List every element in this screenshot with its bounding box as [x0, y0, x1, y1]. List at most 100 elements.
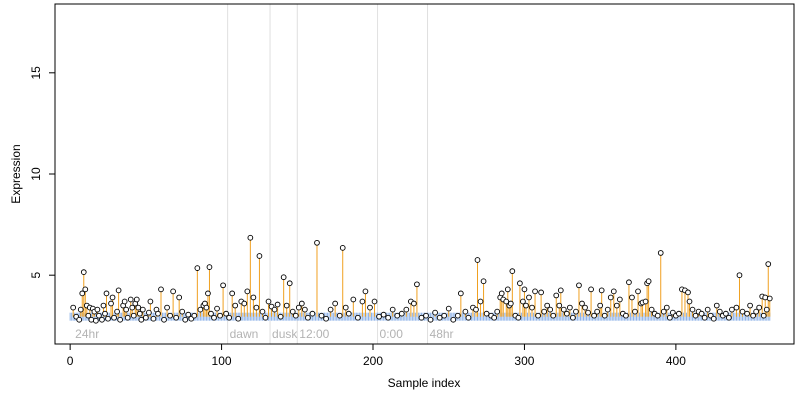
data-point [573, 308, 579, 315]
data-point [164, 304, 170, 311]
annotations-layer: 24hr dawn dusk 12:00 0:00 48hr [75, 327, 453, 341]
data-point [445, 305, 452, 312]
data-point [535, 312, 541, 319]
data-point [274, 301, 281, 308]
data-point [626, 279, 632, 286]
data-point [359, 298, 366, 305]
data-point [100, 302, 107, 309]
data-point [760, 312, 767, 319]
data-point [750, 312, 756, 319]
data-point [205, 290, 211, 297]
data-point [309, 310, 316, 317]
data-point [138, 316, 145, 323]
data-point [753, 308, 759, 315]
data-point [483, 310, 490, 317]
data-point [547, 306, 554, 313]
data-point [607, 294, 614, 301]
data-point [295, 304, 302, 311]
data-point [206, 264, 213, 270]
data-point [526, 294, 532, 301]
data-point [629, 294, 635, 301]
data-point [327, 306, 334, 313]
annotation-label: 48hr [430, 327, 454, 341]
data-point [292, 312, 299, 319]
data-point [94, 306, 101, 313]
data-point [576, 282, 582, 289]
data-point [657, 250, 664, 256]
data-point [491, 314, 498, 321]
data-point [80, 269, 87, 276]
data-point [398, 310, 405, 317]
data-point [498, 290, 505, 297]
data-point [250, 294, 257, 301]
data-point [176, 294, 183, 301]
annotation-label: 0:00 [380, 327, 404, 341]
data-point [332, 300, 339, 307]
data-point [302, 306, 308, 313]
data-point [666, 314, 673, 321]
x-axis-title: Sample index [388, 376, 461, 390]
data-point [685, 289, 691, 296]
y-tick-label: 15 [29, 66, 43, 80]
data-point [462, 308, 469, 315]
data-point [676, 310, 682, 317]
data-point [235, 315, 242, 322]
data-point [127, 296, 134, 303]
data-point [541, 308, 547, 315]
data-point [355, 314, 361, 321]
data-point [632, 308, 638, 315]
data-point [515, 314, 522, 321]
data-point [305, 314, 311, 321]
data-point [161, 316, 167, 323]
data-point [155, 310, 161, 317]
x-tick-label: 100 [212, 354, 232, 368]
data-point [582, 304, 588, 311]
data-point [557, 287, 564, 294]
data-point [130, 312, 137, 319]
data-point [88, 316, 95, 323]
data-point [103, 290, 110, 297]
data-point [185, 311, 192, 318]
data-point [76, 316, 83, 323]
data-point [692, 312, 699, 319]
data-point [350, 296, 357, 303]
data-point [371, 298, 378, 305]
data-point [739, 308, 746, 315]
data-point [367, 304, 373, 311]
data-point [114, 308, 120, 315]
data-point [635, 288, 641, 295]
vlines-layer [227, 4, 429, 344]
data-point [220, 282, 226, 289]
data-point [766, 295, 773, 302]
data-point [427, 316, 434, 323]
data-point [465, 314, 472, 321]
data-point [598, 287, 605, 294]
data-point [385, 314, 392, 321]
data-point [733, 304, 740, 311]
data-point [211, 314, 217, 321]
data-point [376, 313, 382, 320]
data-point [203, 304, 210, 311]
data-point [277, 313, 284, 320]
data-point [280, 274, 287, 281]
data-point [105, 315, 111, 322]
data-point [617, 296, 623, 303]
data-point [380, 311, 387, 318]
data-point [585, 309, 591, 316]
data-point [579, 300, 585, 307]
data-point [229, 290, 236, 297]
data-point [318, 312, 325, 319]
data-point [197, 306, 204, 313]
data-point [102, 310, 108, 317]
data-point [77, 306, 84, 313]
data-point [123, 306, 130, 313]
data-point [544, 302, 551, 309]
data-point [597, 302, 604, 309]
data-point [336, 312, 343, 319]
data-point [610, 288, 617, 295]
data-point [259, 308, 266, 315]
annotation-label: dusk [272, 327, 298, 341]
data-point [538, 289, 544, 296]
data-point [588, 286, 594, 293]
